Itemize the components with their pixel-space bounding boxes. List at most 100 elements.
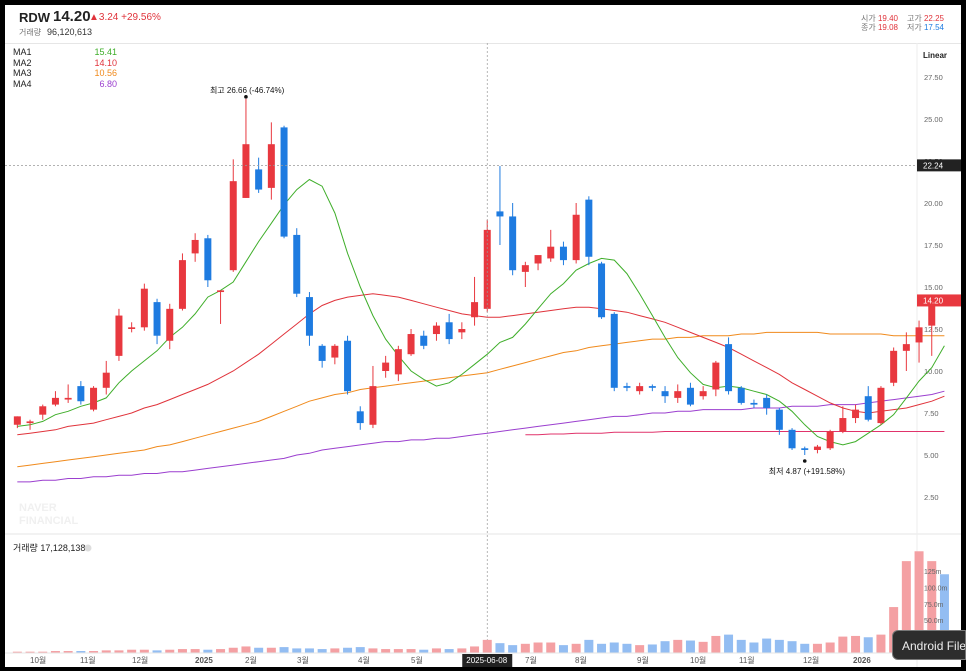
x-tick-label: 2026 (853, 656, 871, 665)
price-tick-label: 2.50 (924, 493, 939, 502)
volume-bar (851, 635, 861, 653)
candle-body (293, 234, 301, 294)
volume-bar (317, 649, 327, 653)
volume-bar (216, 649, 226, 653)
low-marker-label: 최저 4.87 (+191.58%) (769, 466, 846, 476)
volume-bar (139, 649, 149, 653)
candle-body (737, 387, 745, 403)
candle-body (344, 340, 352, 392)
x-tick-label: 8월 (575, 655, 587, 665)
watermark: NAVER (19, 502, 57, 514)
candle-body (623, 386, 631, 388)
crosshair-date-tag (462, 654, 513, 667)
candle-body (102, 372, 110, 388)
last-price: 14.20 (53, 8, 91, 25)
volume-bar (279, 647, 289, 653)
quote-header: RDW 14.20 ▲3.24 +29.56% 거래량 96,120,613 시… (5, 5, 961, 44)
candle-body (267, 144, 275, 188)
candle-body (140, 288, 148, 328)
volume-bar (495, 643, 505, 653)
candle-body (763, 397, 771, 408)
volume-value: 96,120,613 (47, 27, 93, 37)
ma-name: MA1 (13, 47, 32, 57)
volume-bar (597, 643, 607, 653)
volume-tick-label: 125m (924, 569, 942, 576)
candle-body (191, 239, 199, 254)
candle-body (598, 263, 606, 318)
volume-bar (63, 651, 73, 653)
last-price-label: 14.20 (923, 296, 944, 305)
volume-bar (939, 574, 949, 653)
candle-body (128, 327, 136, 329)
volume-bar (635, 645, 645, 653)
candle-body (699, 391, 707, 397)
price-chart[interactable]: NAVERFINANCIAL27.5025.0022.5020.0017.501… (5, 43, 961, 667)
volume-bar (584, 639, 594, 653)
volume-bar (838, 636, 848, 653)
x-tick-label: 5월 (411, 655, 423, 665)
ma-legend-row[interactable]: MA1 15.41 (13, 47, 117, 58)
volume-bar (698, 641, 708, 653)
price-tick-label: 5.00 (924, 451, 939, 460)
volume-bar (50, 651, 60, 653)
scale-mode-toggle[interactable]: Linear (923, 51, 948, 60)
candle-body (115, 315, 123, 356)
candle-body (788, 429, 796, 449)
volume-settings-icon (84, 544, 92, 552)
crosshair-price-tag (917, 159, 961, 172)
chart-window: RDW 14.20 ▲3.24 +29.56% 거래량 96,120,613 시… (5, 5, 961, 667)
volume-bar (419, 649, 429, 653)
candle-body (432, 325, 440, 335)
candle-body (471, 302, 479, 318)
volume-tick-label: 75.0m (924, 602, 944, 609)
volume-bar (444, 649, 454, 653)
candle-body (877, 387, 885, 424)
candle-body (636, 386, 644, 392)
ma-legend-row[interactable]: MA2 14.10 (13, 58, 117, 69)
android-file-overlay[interactable]: Android File (892, 630, 966, 660)
volume-bar (38, 651, 48, 653)
ma-legend-row[interactable]: MA4 6.80 (13, 79, 117, 90)
candle-body (90, 387, 98, 410)
candle-body (178, 260, 186, 309)
candle-body (280, 127, 288, 237)
price-tick-label: 20.00 (924, 199, 943, 208)
candle-body (750, 402, 758, 405)
high-marker-dot (244, 95, 248, 99)
volume-tick-label: 100.0m (924, 585, 948, 592)
volume-bar (558, 645, 568, 653)
candle-body (242, 144, 250, 198)
price-tick-label: 10.00 (924, 367, 943, 376)
volume-bar (393, 649, 403, 653)
candle-body (382, 362, 390, 371)
volume-bar (241, 646, 251, 653)
volume-bar (749, 642, 759, 653)
candle-body (902, 344, 910, 351)
volume-pane-title: 거래량 17,128,138 (13, 542, 85, 553)
volume-bar (508, 645, 518, 653)
volume-bar (152, 650, 162, 653)
high-marker-label: 최고 26.66 (-46.74%) (210, 85, 285, 95)
x-tick-label: 10월 (30, 655, 46, 665)
volume-bar (190, 649, 200, 653)
last-price-tag (917, 294, 961, 307)
x-tick-label: 12월 (803, 655, 819, 665)
candle-body (610, 313, 618, 388)
x-tick-label: 12월 (132, 655, 148, 665)
volume-bar (546, 642, 556, 653)
candle-body (559, 246, 567, 261)
volume-bar (457, 648, 467, 653)
volume-bar (787, 641, 797, 653)
volume-bar (266, 647, 276, 653)
ma-name: MA4 (13, 78, 32, 89)
candle-body (229, 181, 237, 271)
low-marker-dot (802, 459, 807, 463)
ma-short-red-line (525, 431, 945, 436)
candle-body (775, 409, 783, 430)
candle-body (674, 391, 682, 398)
candle-body (331, 345, 339, 358)
volume-bar (914, 551, 924, 653)
close-label: 종가 (861, 23, 876, 32)
volume-bar (101, 650, 111, 653)
ma-legend-row[interactable]: MA3 10.56 (13, 68, 117, 79)
